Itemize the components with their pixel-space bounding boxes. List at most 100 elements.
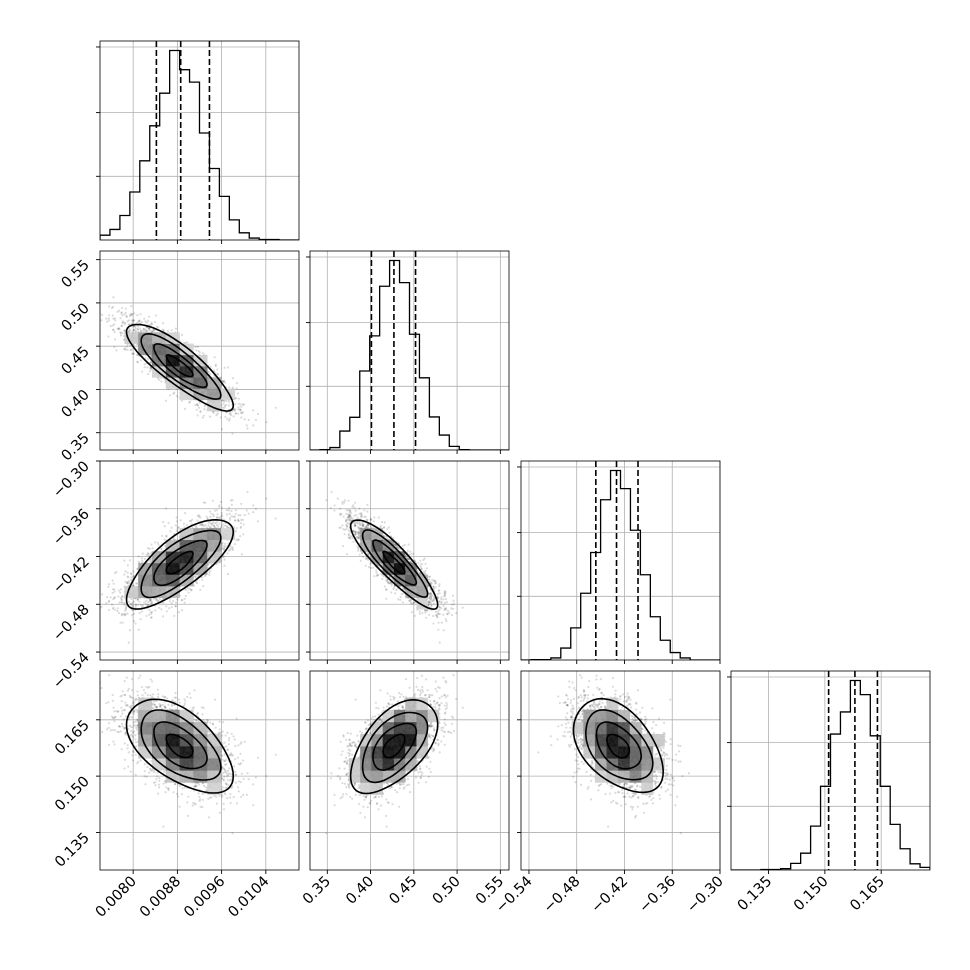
sample-point	[215, 509, 218, 512]
density-cell	[165, 354, 180, 367]
sample-point	[180, 399, 183, 402]
sample-point	[209, 562, 213, 566]
sample-point	[146, 358, 149, 361]
sample-point	[108, 314, 111, 317]
sample-point	[155, 599, 158, 602]
sample-point	[195, 581, 198, 584]
sample-point	[209, 525, 212, 529]
sample-point	[212, 369, 215, 372]
sample-point	[224, 415, 227, 418]
sample-point	[140, 557, 143, 560]
sample-point	[134, 603, 137, 606]
sample-point	[200, 523, 203, 526]
sample-point	[94, 303, 96, 305]
sample-point	[112, 598, 115, 601]
sample-point	[150, 362, 153, 365]
sample-point	[239, 408, 242, 411]
sample-point	[213, 356, 216, 359]
sample-point	[132, 329, 135, 332]
density-cell	[179, 343, 194, 356]
sample-point	[132, 570, 135, 573]
sample-point	[200, 523, 203, 527]
sample-point	[123, 603, 126, 606]
sample-point	[223, 524, 226, 527]
sample-point	[202, 501, 205, 504]
sample-point	[124, 348, 127, 351]
sample-point	[138, 319, 141, 322]
sample-point	[196, 404, 199, 407]
sample-point	[112, 296, 115, 299]
sample-point	[208, 573, 211, 576]
sample-point	[246, 427, 249, 430]
sample-point	[124, 608, 127, 611]
sample-point	[231, 432, 234, 435]
sample-point	[240, 405, 243, 408]
sample-point	[226, 552, 229, 555]
sample-point	[232, 515, 235, 518]
y-tick-label: 0.55	[59, 257, 93, 291]
sample-point	[112, 328, 115, 331]
sample-point	[132, 329, 135, 332]
sample-point	[145, 614, 148, 618]
sample-point	[231, 499, 234, 502]
sample-point	[165, 507, 168, 510]
sample-point	[136, 360, 139, 363]
density-cell	[207, 399, 222, 412]
sample-point	[218, 504, 221, 507]
sample-point	[118, 601, 121, 604]
sample-point	[187, 591, 190, 594]
sample-point	[240, 553, 243, 556]
sample-point	[117, 309, 121, 312]
sample-point	[223, 558, 226, 561]
sample-point	[147, 547, 150, 550]
density-cell	[179, 366, 194, 378]
sample-point	[170, 602, 173, 605]
sample-point	[115, 570, 118, 574]
sample-point	[148, 613, 151, 616]
sample-point	[116, 310, 119, 313]
sample-point	[119, 588, 122, 591]
sample-point	[150, 616, 153, 619]
sample-point	[237, 402, 240, 405]
sample-point	[211, 499, 214, 502]
sample-point	[161, 328, 164, 331]
sample-point	[227, 509, 230, 512]
sample-point	[119, 331, 122, 334]
sample-point	[237, 518, 240, 521]
sample-point	[215, 521, 218, 524]
sample-point	[225, 403, 228, 407]
sample-point	[123, 348, 126, 351]
sample-point	[134, 325, 137, 328]
sample-point	[107, 600, 110, 603]
sample-point	[111, 314, 114, 317]
density-cell	[165, 366, 180, 378]
sample-point	[149, 552, 152, 555]
sample-point	[209, 510, 212, 513]
sample-point	[157, 378, 161, 381]
sample-point	[252, 504, 255, 507]
sample-point	[143, 601, 146, 604]
sample-point	[225, 411, 228, 414]
y-tick-label: 0.35	[59, 430, 93, 464]
sample-point	[195, 526, 198, 529]
sample-point	[123, 329, 126, 332]
sample-point	[140, 359, 143, 362]
sample-point	[234, 412, 237, 415]
sample-point	[130, 348, 133, 351]
sample-point	[202, 414, 205, 417]
sample-point	[201, 523, 204, 526]
sample-point	[183, 407, 187, 410]
sample-point	[234, 396, 237, 400]
sample-point	[232, 408, 235, 411]
sample-point	[239, 409, 242, 412]
sample-point	[150, 543, 153, 546]
sample-point	[207, 524, 210, 527]
sample-point	[210, 523, 213, 526]
sample-point	[234, 530, 237, 533]
sample-point	[139, 330, 143, 333]
sample-point	[117, 611, 121, 615]
sample-point	[175, 520, 179, 523]
sample-point	[215, 516, 218, 520]
sample-point	[146, 604, 150, 607]
sample-point	[145, 321, 148, 324]
